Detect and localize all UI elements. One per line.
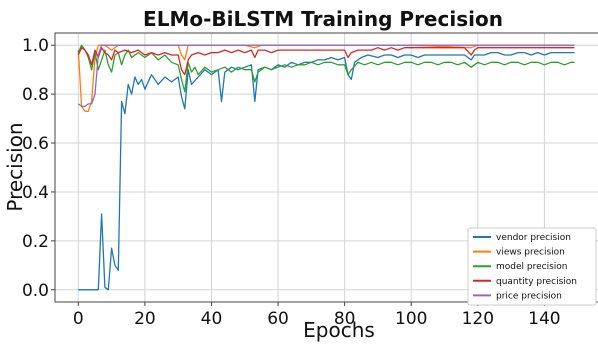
x-tick-label: 40 [201, 309, 223, 329]
series-line-model-precision [77, 44, 575, 93]
legend-label: quantity precision [496, 277, 577, 287]
legend-box [467, 227, 597, 306]
y-tick-label: 0.4 [22, 183, 49, 203]
x-axis-label: Epochs [303, 318, 375, 342]
y-tick-label: 0.8 [22, 85, 49, 105]
y-tick-label: 0.6 [22, 134, 49, 154]
y-axis-label: Precision [3, 122, 27, 211]
legend-label: price precision [496, 291, 562, 301]
chart-title: ELMo-BiLSTM Training Precision [143, 7, 503, 31]
legend-label: model precision [496, 262, 568, 272]
x-tick-label: 100 [395, 309, 427, 329]
x-tick-label: 60 [267, 309, 289, 329]
series-line-quantity-precision [77, 47, 575, 76]
y-ticks: 0.0 0.2 0.4 0.6 0.8 1.0 [22, 36, 55, 301]
legend-label: vendor precision [496, 233, 571, 243]
x-tick-label: 20 [134, 309, 156, 329]
legend-label: views precision [496, 248, 565, 258]
x-tick-label: 140 [528, 309, 560, 329]
x-tick-label: 0 [73, 309, 84, 329]
y-tick-label: 1.0 [22, 36, 49, 56]
series-layer [77, 44, 575, 291]
x-ticks: 0 20 40 60 80 100 120 140 [73, 302, 561, 329]
x-tick-label: 80 [334, 309, 356, 329]
plot-frame [54, 32, 598, 303]
legend: vendor precision views precision model pre… [467, 227, 597, 306]
x-tick-label: 120 [462, 309, 494, 329]
y-tick-label: 0.2 [22, 232, 49, 252]
series-line-price-precision [77, 44, 575, 108]
y-tick-label: 0.0 [22, 281, 49, 301]
